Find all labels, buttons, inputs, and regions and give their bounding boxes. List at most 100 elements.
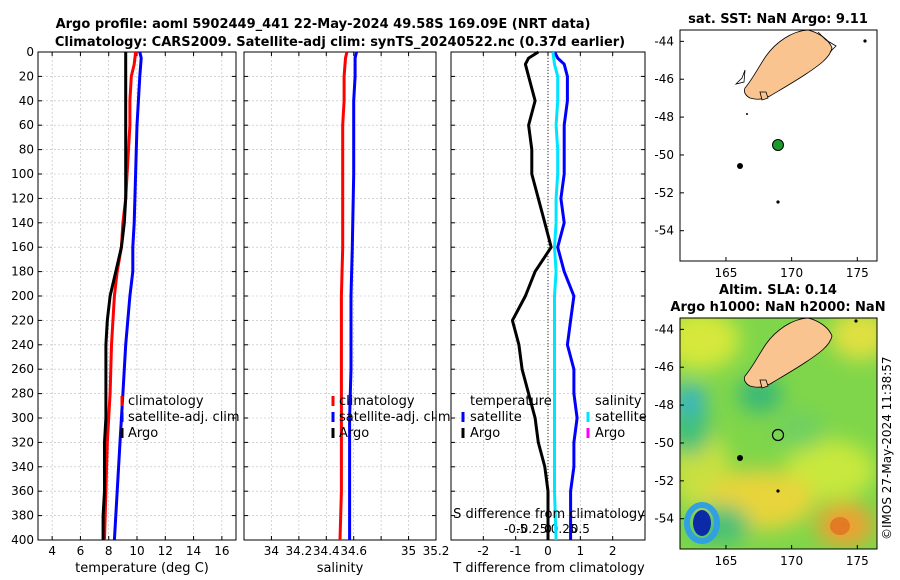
- credit-text: ©IMOS 27-May-2024 11:38:57: [880, 356, 894, 540]
- snares-dot: [746, 113, 748, 115]
- series-line-satellite-adj-clim: [112, 51, 143, 541]
- y-tick-label: 380: [11, 509, 34, 523]
- lat-tick-label: -46: [654, 360, 674, 374]
- y-tick-label: 60: [19, 118, 34, 132]
- legend-t-argo-label: Argo: [470, 426, 500, 441]
- series-line-s-satellite: [551, 51, 560, 541]
- y-tick-label: 180: [11, 265, 34, 279]
- y-tick-label: 140: [11, 216, 34, 230]
- series-line-climatology: [338, 51, 349, 541]
- sst-map-frame: [679, 29, 878, 262]
- auckland-islands: [737, 163, 743, 169]
- sla-map-ticks: 165 170 175 -44 -46 -48 -50 -52 -54: [654, 322, 868, 568]
- legend-satellite-label: satellite-adj. clim: [339, 410, 451, 425]
- campbell-island: [776, 489, 780, 493]
- legend-climatology-label: climatology: [339, 394, 415, 409]
- y-tick-label: 220: [11, 313, 34, 327]
- series-line-satellite-adj-clim: [348, 51, 358, 540]
- y-tick-label: 280: [11, 387, 34, 401]
- y-tick-label: 260: [11, 362, 34, 376]
- y-tick-label: 400: [11, 533, 34, 547]
- y-tick-label: 40: [19, 94, 34, 108]
- x-tick-label: 2: [609, 544, 617, 558]
- sla-low-ring: [684, 502, 720, 544]
- temperature-legend: climatology satellite-adj. clim Argo: [120, 394, 240, 441]
- y-tick-label: 120: [11, 191, 34, 205]
- y-tick-label: 360: [11, 484, 34, 498]
- stewart-island-shape: [759, 379, 769, 389]
- x-tick-label: 14: [186, 544, 201, 558]
- lat-tick-label: -46: [654, 72, 674, 86]
- sla-heatmap: [680, 318, 877, 549]
- sla-high-core: [830, 517, 850, 535]
- legend-t-satellite-label: satellite: [470, 410, 522, 425]
- lon-tick-label: 175: [846, 266, 869, 280]
- x-tick-label: 10: [129, 544, 144, 558]
- salinity-panel: 34 34.2 34.4 34.6 35 35.2: [243, 51, 450, 558]
- sst-map-land: [734, 30, 867, 204]
- y-tick-label: 20: [19, 69, 34, 83]
- y-tick-label: 200: [11, 289, 34, 303]
- legend-salinity-title: salinity: [595, 394, 642, 409]
- lat-tick-label: -52: [654, 474, 674, 488]
- sla-low-core: [693, 510, 711, 536]
- y-tick-label: 160: [11, 240, 34, 254]
- stewart-island-shape: [759, 91, 769, 101]
- legend-argo-label: Argo: [339, 426, 369, 441]
- lat-tick-label: -54: [654, 512, 674, 526]
- lat-tick-label: -50: [654, 148, 674, 162]
- salinity-xlabel: salinity: [317, 561, 364, 576]
- sla-map: Altim. SLA: 0.14 Argo h1000: NaN h2000: …: [654, 283, 885, 568]
- lat-tick-label: -44: [654, 34, 674, 48]
- series-line-argo: [101, 52, 128, 540]
- south-island-shape: [743, 318, 833, 388]
- legend-satellite-label: satellite-adj. clim: [128, 410, 240, 425]
- chatham-dot: [854, 319, 858, 323]
- figure-title-line1: Argo profile: aoml 5902449_441 22-May-20…: [56, 17, 591, 32]
- lat-tick-label: -48: [654, 398, 674, 412]
- sst-map-ticks: 165 170 175 -44 -46 -48 -50 -52 -54: [654, 34, 868, 280]
- sla-blob: [775, 410, 825, 450]
- x-tick-label: 6: [77, 544, 85, 558]
- x-tick-label: 1: [577, 544, 585, 558]
- sst-map: sat. SST: NaN Argo: 9.11 165 170 175 -44 -46…: [654, 12, 878, 280]
- legend-s-argo-label: Argo: [595, 426, 625, 441]
- x-tick-label: 0: [544, 544, 552, 558]
- lat-tick-label: -48: [654, 110, 674, 124]
- x-tick-label: 35: [401, 544, 416, 558]
- lat-tick-label: -50: [654, 436, 674, 450]
- lat-tick-label: -52: [654, 186, 674, 200]
- s-tick-label: -0.5: [504, 522, 527, 536]
- sla-blob: [680, 405, 710, 455]
- lon-tick-label: 165: [715, 266, 738, 280]
- auckland-islands: [737, 455, 743, 461]
- x-tick-label: -2: [477, 544, 489, 558]
- x-tick-label: 8: [105, 544, 113, 558]
- coast-fragment: [734, 69, 746, 85]
- lon-tick-label: 170: [780, 266, 803, 280]
- difference-xlabel: T difference from climatology: [452, 561, 645, 576]
- campbell-island: [776, 200, 780, 204]
- x-tick-label: 34.2: [285, 544, 312, 558]
- lon-tick-label: 175: [846, 554, 869, 568]
- difference-legend: temperature satellite Argo salinity sate…: [461, 394, 647, 441]
- x-tick-label: 34.4: [313, 544, 340, 558]
- legend-climatology-label: climatology: [128, 394, 204, 409]
- y-tick-label: 100: [11, 167, 34, 181]
- sla-blob: [680, 318, 740, 370]
- sla-blob: [680, 385, 705, 415]
- lon-tick-label: 170: [780, 554, 803, 568]
- legend-argo-label: Argo: [128, 426, 158, 441]
- x-tick-label: 4: [48, 544, 56, 558]
- lon-tick-label: 165: [715, 554, 738, 568]
- sla-map-frame: [679, 317, 878, 550]
- y-tick-label: 340: [11, 460, 34, 474]
- profile-location-marker: [772, 139, 784, 151]
- x-tick-label: 35.2: [423, 544, 450, 558]
- sla-map-title-line2: Argo h1000: NaN h2000: NaN: [670, 300, 885, 315]
- south-island-shape: [743, 30, 833, 100]
- y-tick-label: 0: [26, 45, 34, 59]
